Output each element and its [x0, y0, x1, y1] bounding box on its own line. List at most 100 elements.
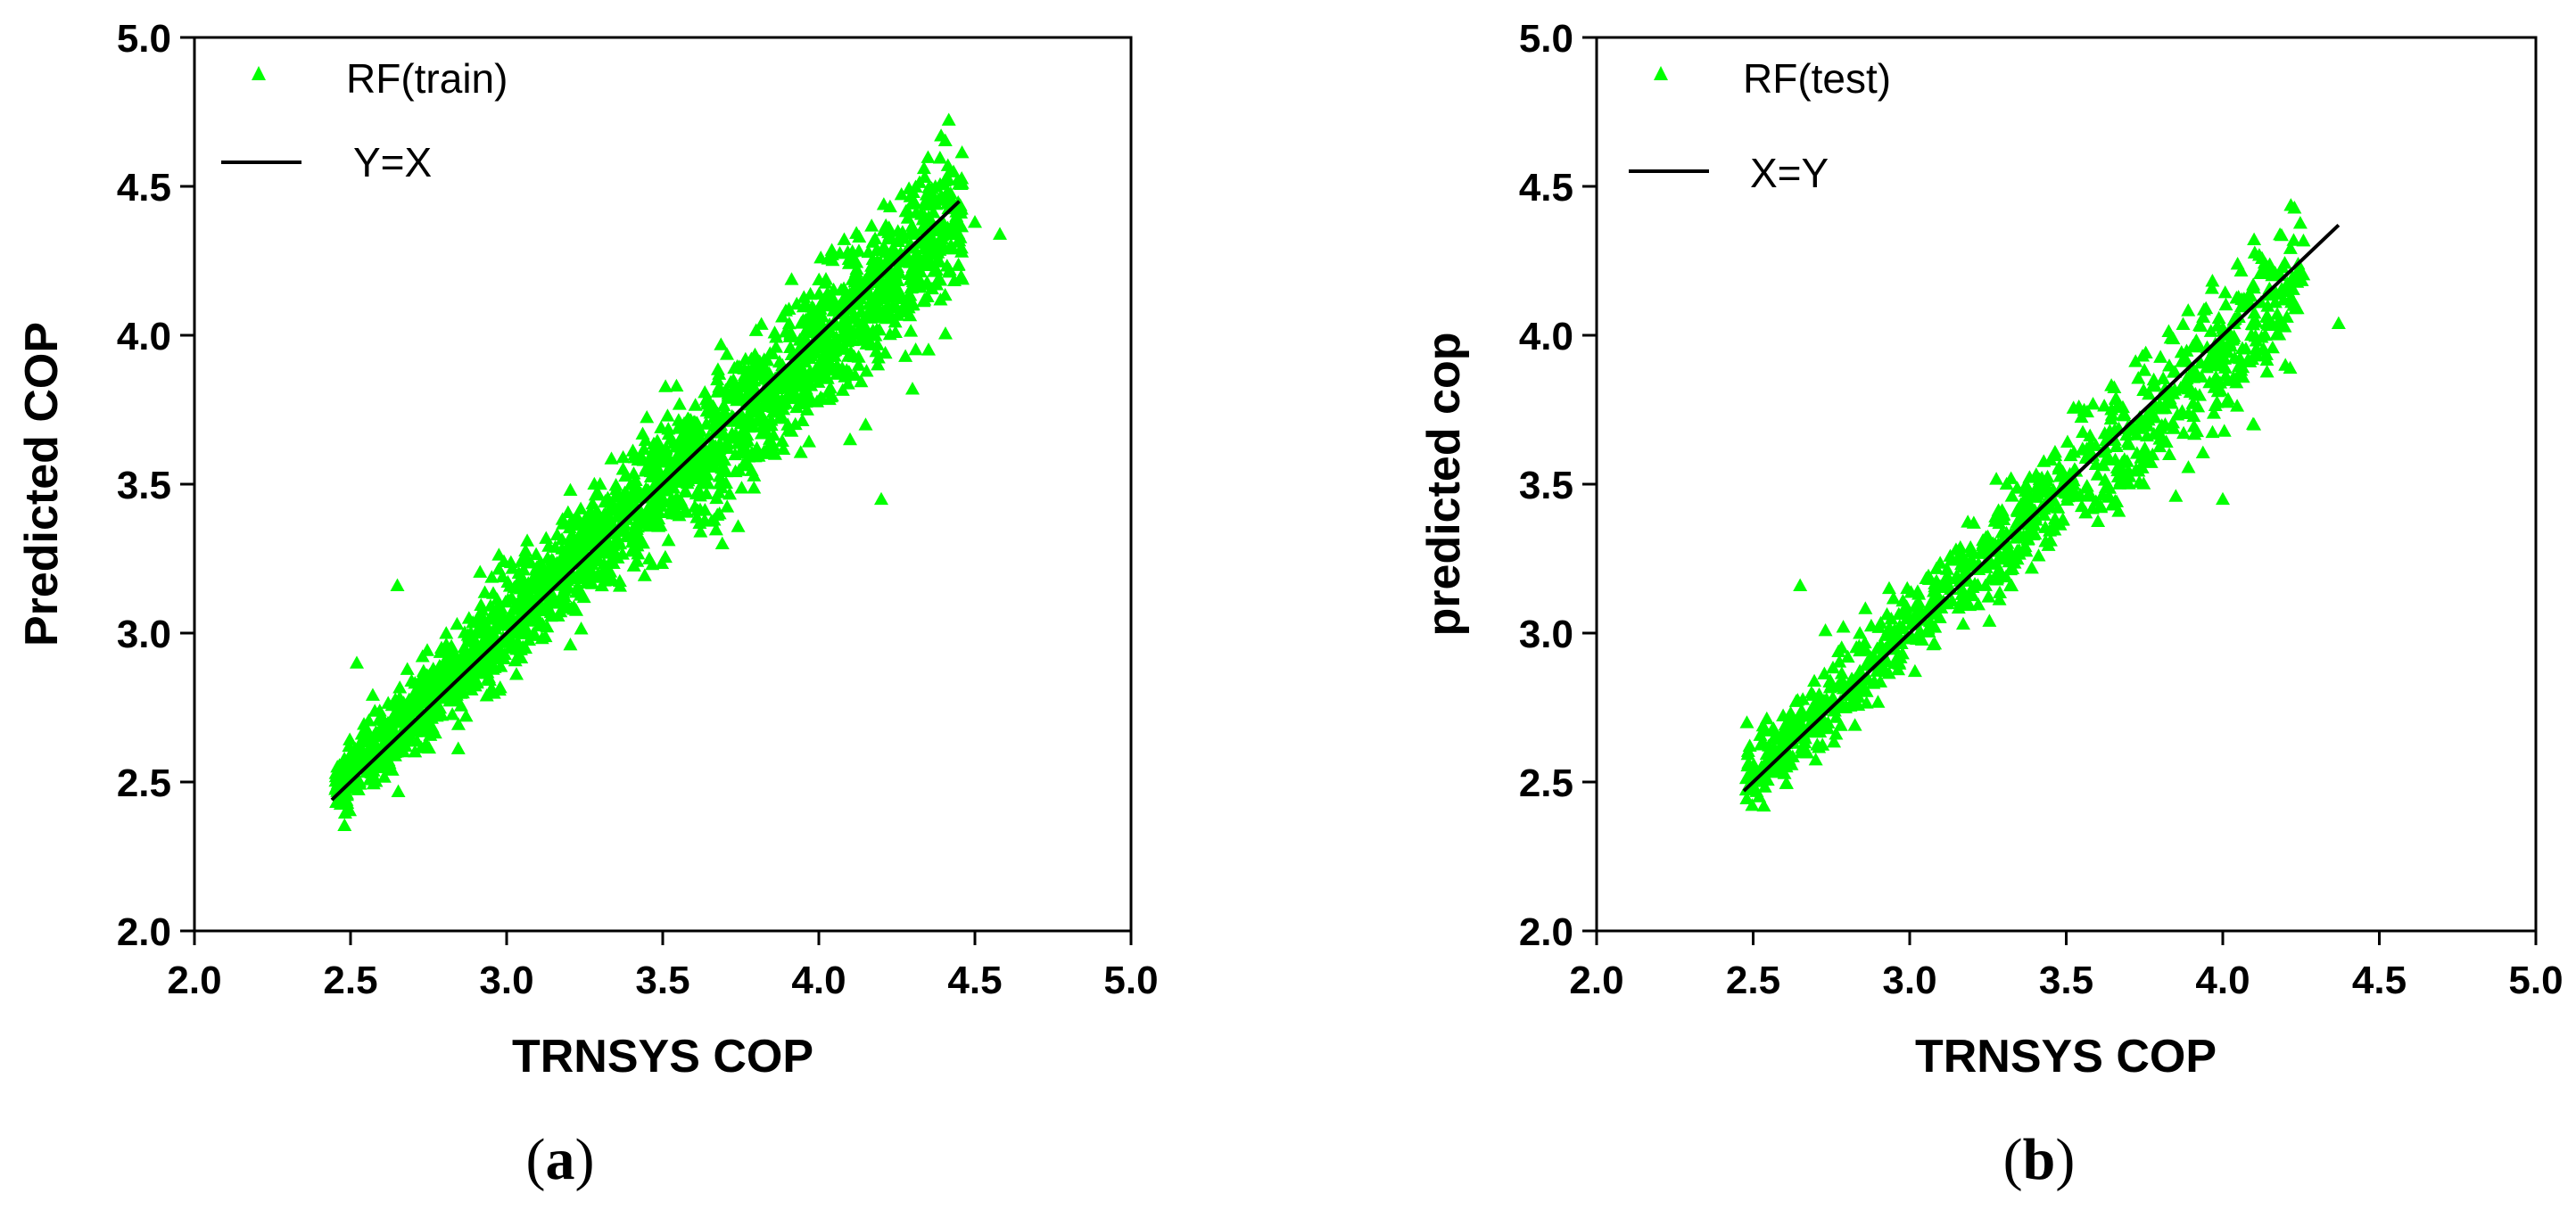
scatter-point [518, 543, 533, 556]
scatter-point [464, 682, 479, 696]
scatter-point [1920, 621, 1936, 635]
scatter-point [747, 449, 763, 463]
scatter-point [2078, 505, 2093, 519]
scatter-point [826, 303, 841, 317]
scatter-point [1886, 591, 1901, 605]
scatter-point [744, 365, 759, 378]
scatter-point [1891, 662, 1906, 676]
x-axis-title: TRNSYS COP [1915, 1031, 2217, 1082]
scatter-point [761, 446, 776, 459]
scatter-point [920, 275, 935, 289]
scatter-point [2273, 226, 2288, 241]
scatter-point [854, 374, 869, 388]
scatter-point [1810, 737, 1825, 751]
scatter-point [2186, 419, 2201, 432]
legend: RF(test) X=Y [1629, 55, 1891, 196]
scatter-point [954, 240, 969, 254]
scatter-point [765, 405, 780, 418]
scatter-point [1933, 556, 1948, 569]
scatter-point [2176, 425, 2192, 440]
scatter-point [778, 303, 793, 317]
scatter-point [788, 391, 804, 405]
scatter-point [1981, 589, 1996, 603]
scatter-point [2186, 408, 2201, 423]
scatter-point [2331, 316, 2346, 330]
scatter-point [968, 215, 982, 228]
scatter-point [581, 530, 596, 543]
scatter-point [2260, 309, 2275, 324]
scatter-point [663, 432, 678, 445]
legend-label-scatter: RF(train) [346, 55, 508, 102]
scatter-point [859, 333, 874, 346]
scatter-point [677, 461, 692, 475]
scatter-point [491, 562, 507, 575]
scatter-point [921, 342, 936, 356]
scatter-point [2272, 327, 2287, 341]
scatter-point [1804, 686, 1819, 699]
scatter-point [2102, 481, 2118, 494]
scatter-point [640, 410, 655, 424]
scatter-point [350, 655, 364, 669]
scatter-point [738, 429, 753, 442]
scatter-point [888, 325, 903, 339]
scatter-point [2162, 447, 2177, 461]
scatter-point [805, 370, 821, 383]
scatter-point [1858, 601, 1873, 614]
scatter-point [2152, 439, 2167, 453]
scatter-point [570, 579, 585, 592]
scatter-point [2187, 426, 2202, 440]
scatter-point [921, 150, 936, 163]
scatter-point [2121, 476, 2136, 490]
scatter-point [1871, 620, 1887, 633]
scatter-point [628, 473, 643, 486]
scatter-point [1834, 666, 1849, 679]
scatter-point [408, 744, 423, 758]
scatter-point [503, 555, 518, 569]
scatter-point [769, 340, 784, 353]
scatter-point [2219, 338, 2234, 352]
scatter-point [2031, 548, 2046, 562]
scatter-point [755, 419, 770, 433]
y-equals-x-line [330, 200, 961, 802]
scatter-point [797, 290, 812, 303]
scatter-point [2020, 531, 2035, 545]
scatter-point [2181, 460, 2196, 473]
scatter-point [608, 537, 623, 550]
scatter-point [2093, 499, 2109, 514]
scatter-point [1756, 798, 1771, 812]
scatter-point [376, 770, 392, 783]
scatter-point [615, 491, 631, 505]
scatter-point [2074, 498, 2089, 513]
scatter-point [2115, 399, 2130, 414]
scatter-point [638, 464, 653, 477]
scatter-point [929, 262, 945, 276]
scatter-point [2220, 391, 2235, 405]
scatter-point [900, 210, 915, 224]
scatter-point [588, 487, 603, 501]
scatter-point [1783, 705, 1798, 720]
scatter-point [2199, 300, 2214, 315]
scatter-point [566, 599, 582, 613]
scatter-point [414, 682, 429, 696]
scatter-point [1911, 630, 1927, 644]
scatter-point [1835, 678, 1850, 691]
scatter-point [950, 172, 965, 186]
scatter-point [2230, 399, 2245, 412]
scatter-point [384, 720, 400, 733]
scatter-point [797, 385, 812, 399]
scatter-point [2210, 318, 2225, 332]
scatter-point [1976, 536, 1991, 549]
scatter-point [942, 264, 957, 278]
scatter-point [674, 497, 689, 511]
scatter-point [646, 444, 661, 457]
scatter-point [492, 679, 508, 694]
scatter-point [1879, 606, 1895, 621]
scatter-point [1772, 739, 1788, 753]
scatter-point [837, 281, 852, 294]
x-tick-label: 4.5 [947, 959, 1002, 1002]
scatter-point [841, 251, 856, 266]
panel-label-close: ) [575, 1127, 595, 1192]
scatter-point [1965, 580, 1980, 593]
scatter-point [2141, 413, 2156, 426]
scatter-point [825, 252, 840, 267]
